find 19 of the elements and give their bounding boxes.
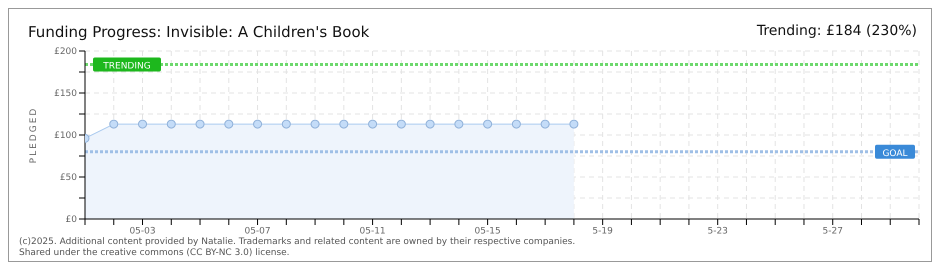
ref-line-label: GOAL xyxy=(882,148,908,159)
y-tick-label: £0 xyxy=(66,215,78,226)
text: Shared under the creative commons (CC BY-NC 3.0) license. xyxy=(19,248,291,259)
y-axis-title: PLEDGED xyxy=(29,106,40,164)
x-tick-label: 05-03 xyxy=(129,226,156,236)
y-tick-label: £50 xyxy=(60,173,78,184)
x-tick-label: 05-07 xyxy=(244,226,271,236)
x-tick-label: 5-19 xyxy=(592,226,614,236)
ref-line-label: TRENDING xyxy=(102,61,151,72)
x-tick-label: 05-11 xyxy=(360,226,386,236)
x-tick-label: 5-27 xyxy=(822,226,843,236)
y-tick-label: £100 xyxy=(54,131,78,142)
text: (c)2025. Additional content provided by Natalie. Trademarks and related content are owned by their respective companies. xyxy=(19,237,576,248)
y-tick-label: £150 xyxy=(54,89,78,100)
x-tick-label: 05-15 xyxy=(474,226,501,236)
chart-title: Funding Progress: Invisible: A Children's Book xyxy=(28,23,370,41)
text: Trending: £184 (230%) xyxy=(756,23,917,39)
y-tick-label: £200 xyxy=(54,47,78,58)
x-tick-label: 5-23 xyxy=(707,226,728,236)
